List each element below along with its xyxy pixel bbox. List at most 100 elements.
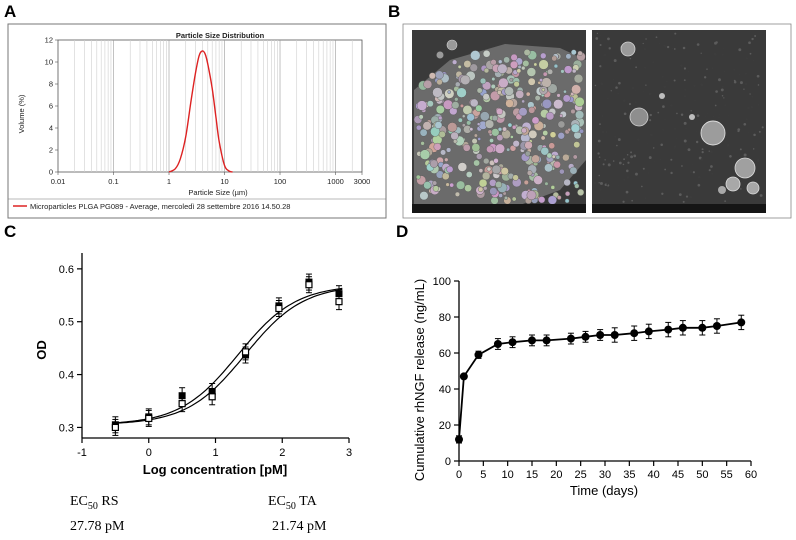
particle <box>446 147 452 153</box>
particle <box>570 108 576 115</box>
surface-grain <box>743 153 747 157</box>
surface-grain <box>655 36 658 39</box>
chart-d-xlabel: Time (days) <box>570 483 638 498</box>
surface-grain <box>687 54 689 56</box>
fit-curve <box>115 287 343 424</box>
point-ta <box>275 304 283 313</box>
surface-grain <box>726 144 730 147</box>
surface-grain <box>685 127 687 130</box>
ec50-rs-value: 27.78 pM <box>70 519 125 534</box>
surface-grain <box>602 163 605 166</box>
point-ta <box>145 414 153 423</box>
particle <box>490 84 496 89</box>
chart-c-xtick-label: 0 <box>146 447 152 459</box>
surface-grain <box>630 151 633 154</box>
surface-grain <box>700 158 704 161</box>
chart-a-xtick-label: 10 <box>220 177 228 186</box>
ec50-rs-label: EC50 RS <box>70 494 119 512</box>
particle <box>556 93 561 98</box>
surface-grain <box>652 147 655 149</box>
sem-image-right <box>592 30 766 213</box>
particle <box>466 113 475 122</box>
microsphere <box>620 41 636 57</box>
particle <box>537 81 541 85</box>
surface-grain <box>745 118 748 121</box>
surface-grain <box>599 123 601 126</box>
surface-grain <box>729 154 732 158</box>
particle <box>416 100 428 111</box>
release-point <box>737 318 746 327</box>
surface-grain <box>630 155 634 159</box>
particle <box>546 152 553 159</box>
surface-grain <box>689 195 692 199</box>
surface-grain <box>759 194 763 197</box>
surface-grain <box>599 127 602 129</box>
particle <box>432 180 438 186</box>
point-ta <box>241 348 250 356</box>
surface-grain <box>673 79 676 82</box>
chart-d-xtick-label: 55 <box>721 469 733 481</box>
surface-grain <box>695 140 699 144</box>
particle <box>504 196 508 200</box>
particle <box>484 119 495 129</box>
surface-grain <box>683 139 687 143</box>
chart-d-xtick-label: 30 <box>599 469 611 481</box>
surface-grain <box>661 75 664 78</box>
particle <box>523 179 529 185</box>
particle <box>446 39 458 51</box>
particle <box>469 63 478 72</box>
particle <box>416 124 422 131</box>
surface-grain <box>628 154 631 157</box>
particle <box>557 132 565 140</box>
particle <box>524 150 531 157</box>
particle <box>481 171 491 181</box>
particle <box>538 196 546 204</box>
surface-grain <box>749 52 752 55</box>
particle <box>506 147 511 152</box>
surface-grain <box>599 181 603 185</box>
release-point <box>630 329 639 338</box>
surface-grain <box>617 138 621 142</box>
surface-grain <box>643 48 647 51</box>
surface-grain <box>648 156 652 159</box>
release-point <box>455 435 463 444</box>
surface-grain <box>658 42 661 45</box>
chart-a-xtick-label: 3000 <box>354 177 371 186</box>
surface-grain <box>743 88 745 90</box>
particle <box>418 114 424 120</box>
surface-grain <box>710 165 713 168</box>
particle <box>518 107 528 117</box>
panel-letter-a: A <box>4 2 17 21</box>
surface-grain <box>673 48 676 50</box>
chart-d-series <box>455 314 746 444</box>
surface-grain <box>670 171 673 175</box>
chart-d-ytick-label: 20 <box>439 420 451 432</box>
surface-grain <box>715 41 718 44</box>
surface-grain <box>706 68 708 70</box>
particle <box>565 191 571 197</box>
chart-a-xtick-label: 0.1 <box>108 177 118 186</box>
surface-grain <box>701 151 704 154</box>
surface-grain <box>637 138 640 142</box>
particle <box>551 55 558 62</box>
surface-grain <box>756 158 760 162</box>
surface-grain <box>689 170 693 174</box>
particle <box>524 141 533 150</box>
particle <box>457 117 463 123</box>
particle <box>525 91 531 97</box>
surface-grain <box>650 133 653 137</box>
particle <box>528 106 536 114</box>
surface-grain <box>682 200 685 203</box>
particle <box>542 98 552 109</box>
surface-grain <box>642 167 645 170</box>
surface-grain <box>748 41 751 45</box>
surface-grain <box>751 95 754 98</box>
chart-d-xtick-label: 10 <box>502 469 514 481</box>
particle <box>426 100 434 108</box>
surface-grain <box>692 171 695 174</box>
surface-grain <box>652 61 655 64</box>
particle <box>480 111 490 121</box>
particle <box>457 162 468 172</box>
